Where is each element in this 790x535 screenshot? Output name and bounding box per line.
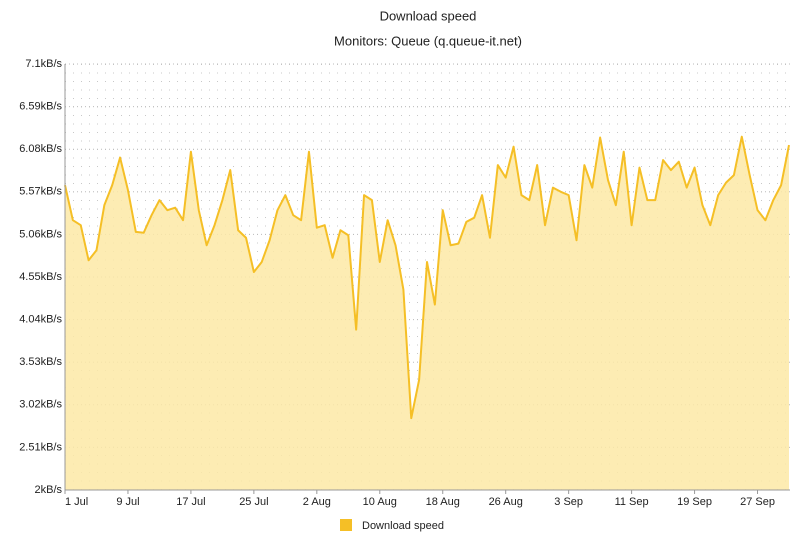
- x-tick-label: 17 Jul: [176, 496, 205, 508]
- x-tick-label: 19 Sep: [677, 496, 712, 508]
- y-tick-label: 6.59kB/s: [19, 101, 62, 113]
- legend-label: Download speed: [362, 520, 444, 532]
- y-tick-label: 4.55kB/s: [19, 271, 62, 283]
- y-tick-label: 2kB/s: [34, 484, 62, 496]
- y-tick-label: 4.04kB/s: [19, 314, 62, 326]
- y-tick-label: 3.53kB/s: [19, 356, 62, 368]
- area-fill: [65, 136, 789, 490]
- y-tick-label: 2.51kB/s: [19, 441, 62, 453]
- x-tick-label: 26 Aug: [489, 496, 523, 508]
- y-tick-label: 5.57kB/s: [19, 186, 62, 198]
- area-line: [64, 135, 790, 420]
- y-tick-label: 7.1kB/s: [25, 58, 62, 70]
- x-tick-label: 3 Sep: [554, 496, 583, 508]
- x-tick-label: 27 Sep: [740, 496, 775, 508]
- x-tick-label: 11 Sep: [615, 496, 649, 508]
- chart-subtitle: Monitors: Queue (q.queue-it.net): [334, 33, 522, 48]
- x-tick-label: 10 Aug: [363, 496, 397, 508]
- x-tick-label: 25 Jul: [239, 496, 268, 508]
- y-tick-label: 5.06kB/s: [19, 228, 62, 240]
- y-tick-label: 6.08kB/s: [19, 143, 62, 155]
- legend-swatch: [340, 519, 352, 531]
- x-tick-label: 18 Aug: [426, 496, 460, 508]
- x-tick-label: 2 Aug: [303, 496, 331, 508]
- y-tick-label: 3.02kB/s: [19, 399, 62, 411]
- x-tick-label: 9 Jul: [116, 496, 139, 508]
- chart-title: Download speed: [380, 8, 477, 23]
- x-tick-label: 1 Jul: [65, 496, 88, 508]
